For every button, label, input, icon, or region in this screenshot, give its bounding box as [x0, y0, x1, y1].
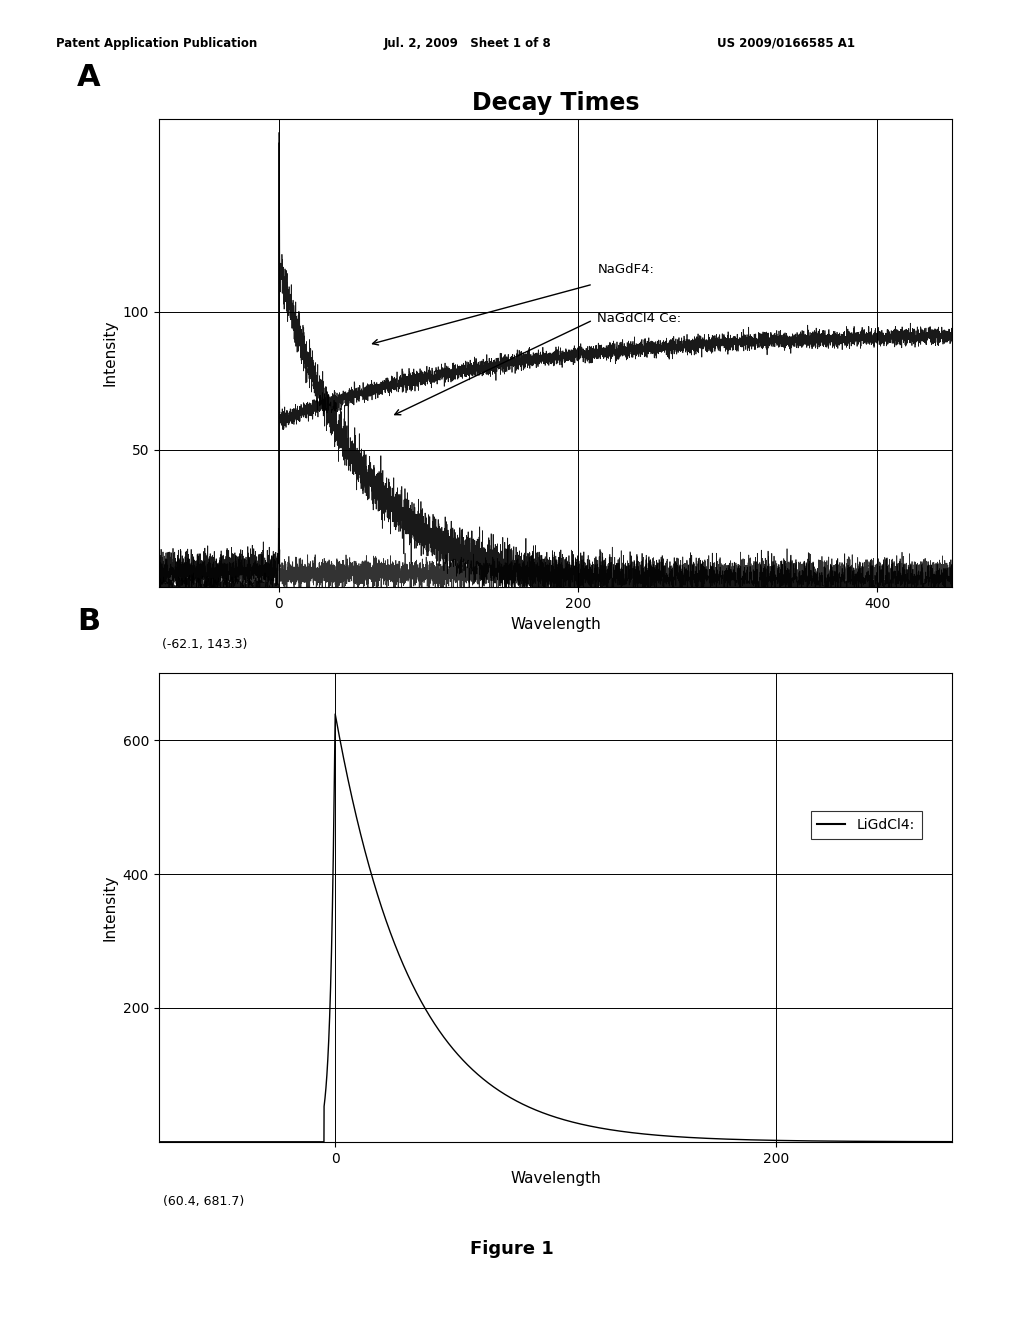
Text: (60.4, 681.7): (60.4, 681.7): [163, 1196, 245, 1208]
Legend: LiGdCl4:: LiGdCl4:: [811, 812, 922, 840]
Text: NaGdF4:: NaGdF4:: [597, 263, 654, 276]
Text: Jul. 2, 2009   Sheet 1 of 8: Jul. 2, 2009 Sheet 1 of 8: [384, 37, 552, 50]
Text: Patent Application Publication: Patent Application Publication: [56, 37, 258, 50]
Title: Decay Times: Decay Times: [472, 91, 639, 115]
X-axis label: Wavelength: Wavelength: [510, 1171, 601, 1187]
Text: US 2009/0166585 A1: US 2009/0166585 A1: [717, 37, 855, 50]
Text: A: A: [77, 63, 100, 92]
X-axis label: Wavelength: Wavelength: [510, 616, 601, 632]
Text: (-62.1, 143.3): (-62.1, 143.3): [162, 638, 247, 651]
Y-axis label: Intensity: Intensity: [102, 874, 117, 941]
Text: Figure 1: Figure 1: [470, 1239, 554, 1258]
Text: NaGdCl4 Ce:: NaGdCl4 Ce:: [597, 312, 682, 325]
Text: B: B: [77, 607, 100, 636]
Y-axis label: Intensity: Intensity: [102, 319, 117, 387]
